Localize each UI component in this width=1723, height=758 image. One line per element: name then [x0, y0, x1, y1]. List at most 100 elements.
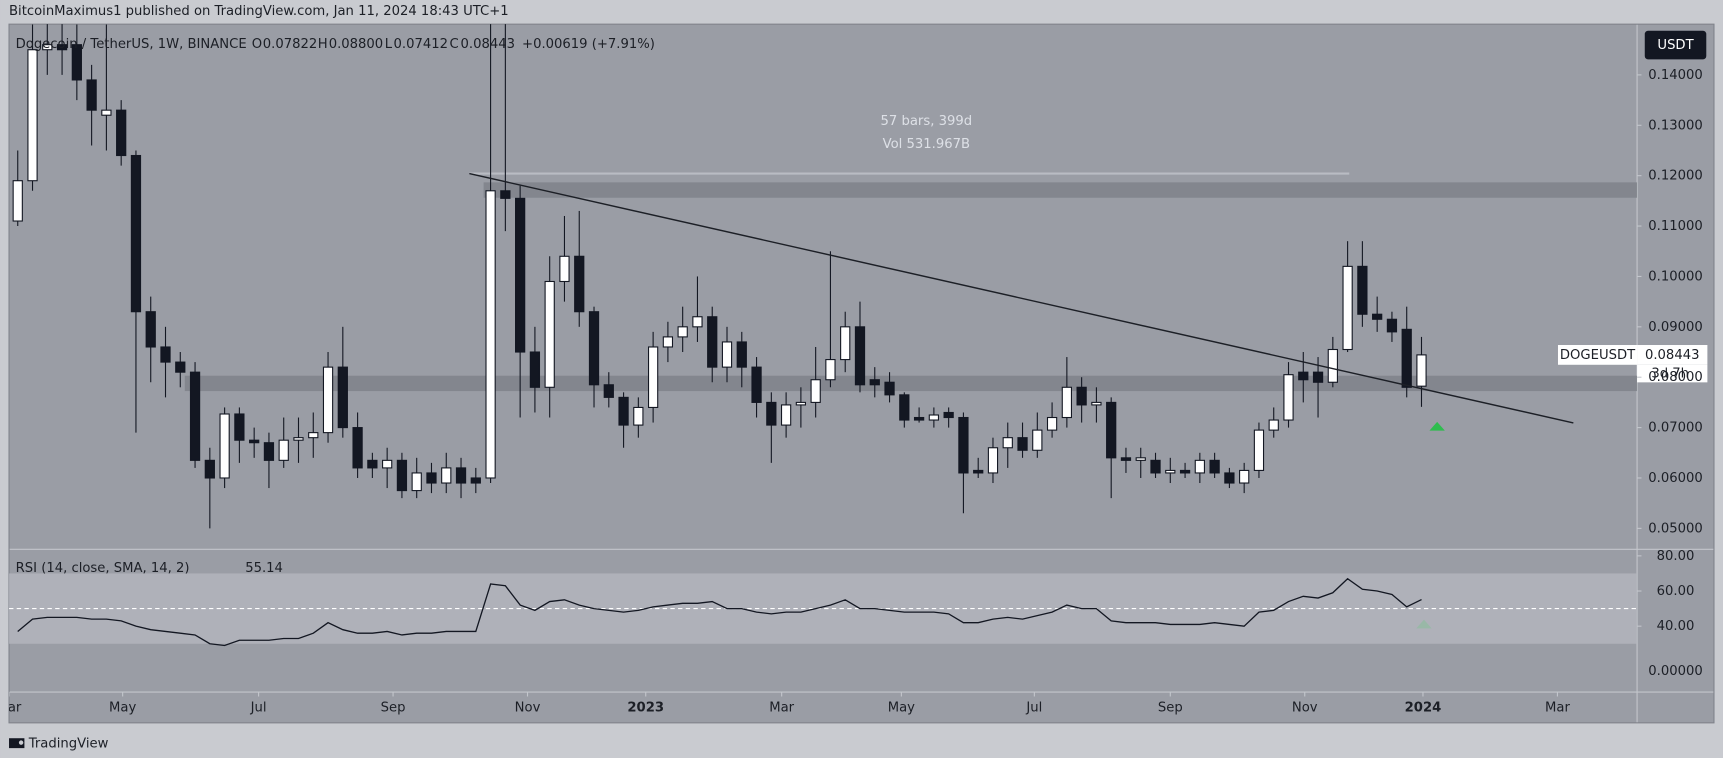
candle-body: [116, 109, 127, 157]
candle-body: [219, 413, 230, 479]
candle-body: [396, 459, 408, 492]
candle-body: [130, 154, 142, 313]
candle-body: [1179, 469, 1191, 474]
candle-body: [1416, 354, 1427, 387]
candle-body: [987, 447, 999, 474]
rsi-pane: [9, 573, 1638, 647]
candle-body: [1357, 265, 1368, 315]
ohlc-label: H: [318, 37, 328, 52]
y-tick-label: 0.05000: [1648, 521, 1702, 536]
candle-body: [441, 467, 452, 484]
y-tick-label: 0.14000: [1648, 68, 1702, 83]
candle-body: [795, 401, 807, 406]
currency-button[interactable]: [1644, 30, 1707, 60]
measure-volume: Vol 531.967B: [883, 137, 970, 152]
candle-body: [1032, 429, 1043, 451]
y-tick-label: 0.13000: [1648, 118, 1702, 133]
y-tick-label: 0.10000: [1648, 269, 1702, 284]
candle-body: [899, 394, 910, 421]
candle-body: [1386, 318, 1398, 333]
label-box: [1637, 364, 1708, 383]
rsi-band: [9, 573, 1638, 644]
candle-body: [234, 413, 245, 441]
ohlc-value: 0.07822: [263, 37, 317, 52]
ohlc-value: 0.07412: [394, 37, 448, 52]
candle-body: [647, 346, 659, 408]
candle-body: [973, 469, 984, 474]
candle-body: [293, 437, 304, 441]
candle-body: [884, 381, 895, 396]
candle-body: [175, 361, 186, 373]
candle-body: [1224, 472, 1235, 484]
logo: [18, 740, 24, 745]
candle-body: [515, 197, 526, 353]
candle-body: [1091, 401, 1102, 406]
candle-body: [707, 316, 718, 368]
x-tick-label: Mar: [769, 700, 794, 715]
x-tick-label: Sep: [381, 700, 406, 715]
x-tick-label: Mar: [1545, 700, 1570, 715]
last-price-label: DOGEUSDT 0.08443 3d 7h: [1557, 345, 1708, 383]
candle-body: [1120, 457, 1132, 461]
candle-body: [810, 379, 821, 403]
x-tick-label: Nov: [515, 700, 541, 715]
ohlc-label: L: [385, 37, 393, 52]
brand: TradingView: [28, 737, 109, 752]
candle-body: [913, 416, 925, 421]
candle-body: [559, 255, 570, 283]
y-tick-label: 0.09000: [1648, 320, 1702, 335]
candle-body: [1135, 457, 1146, 461]
candle-body: [751, 366, 762, 403]
candle-body: [1268, 419, 1279, 431]
candle-body: [780, 404, 792, 426]
currency[interactable]: USDT: [1657, 38, 1694, 53]
candle-body: [1017, 437, 1028, 451]
candle-body: [145, 311, 156, 348]
ohlc-value: 0.08443: [461, 37, 515, 52]
candle-body: [455, 467, 467, 484]
candle-body: [1253, 429, 1265, 471]
change: +0.00619 (+7.91%): [522, 37, 655, 52]
candle-body: [603, 384, 614, 398]
x-tick-label: 2024: [1405, 700, 1442, 715]
y-tick-label: 0.08000: [1648, 370, 1702, 385]
publish-info: BitcoinMaximus1 published on TradingView…: [9, 4, 509, 19]
candle-body: [854, 326, 866, 386]
candle-body: [736, 341, 747, 368]
x-tick-label: Jul: [1025, 700, 1042, 715]
rsi-value: 55.14: [245, 561, 283, 576]
candle-body: [367, 459, 378, 469]
candle-body: [633, 406, 644, 426]
candle-body: [825, 359, 836, 381]
rsi-line: [17, 577, 1422, 647]
candle-body: [677, 326, 688, 338]
candle-body: [618, 396, 629, 426]
candle-body: [1106, 401, 1117, 459]
candle-body: [56, 44, 68, 51]
candle-body: [1076, 386, 1087, 406]
time-axis: Mar May Jul Sep Nov 2023 Mar May Jul Sep Nov 2024 Ma…: [9, 692, 1570, 715]
x-tick-label: Jul: [250, 700, 267, 715]
resistance-zone: [483, 182, 1638, 198]
logo: [9, 738, 25, 749]
label-box: [1557, 345, 1638, 365]
label-box: [1637, 345, 1708, 365]
candle-body: [27, 49, 38, 182]
frame: [8, 23, 1715, 724]
candle-body: [189, 371, 201, 461]
candle-body: [382, 459, 393, 469]
candle-body: [1002, 437, 1013, 449]
candle-body: [470, 477, 481, 484]
candle-body: [278, 439, 289, 461]
candle-body: [86, 79, 97, 111]
candle-body: [574, 255, 585, 313]
candle-body: [263, 442, 275, 461]
candle-body: [1283, 374, 1294, 421]
y-tick-label: 0.11000: [1648, 219, 1702, 234]
candles: [12, 24, 1427, 529]
x-tick-label: 2023: [627, 700, 664, 715]
candle-body: [500, 190, 511, 199]
candle-body: [12, 180, 23, 222]
